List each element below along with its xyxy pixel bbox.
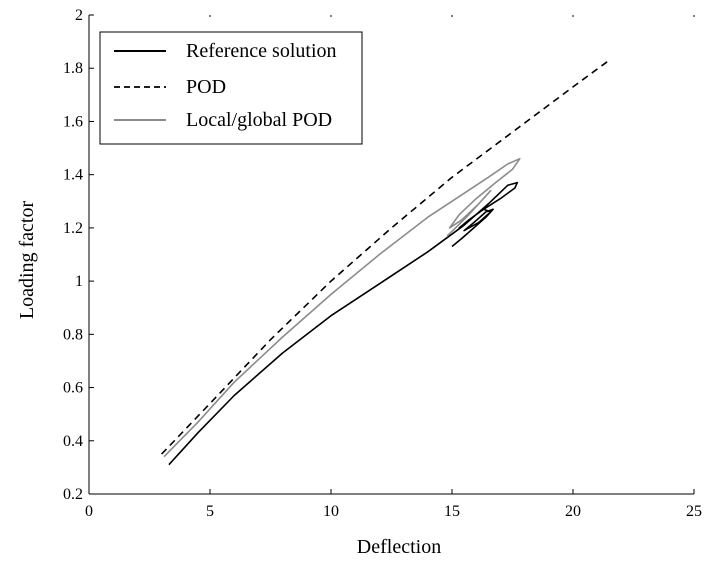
x-tick-label: 5 <box>206 503 214 520</box>
series-line-reference-solution <box>168 181 519 466</box>
series-line-pod <box>161 59 610 455</box>
x-tick-label: 20 <box>565 503 581 520</box>
legend-label-local-global-pod: Local/global POD <box>186 109 332 131</box>
y-tick-label: 0.4 <box>63 433 83 450</box>
y-axis-title: Loading factor <box>16 201 38 320</box>
y-tick-label: 1.8 <box>63 60 83 77</box>
y-tick-label: 1.2 <box>63 220 83 237</box>
ticks: 0 5 10 15 20 25 0.2 0.4 0.6 0.8 1 1.2 1.4 1.6 1.8 2 <box>63 7 702 520</box>
y-tick-label: 1.6 <box>63 113 83 130</box>
axes <box>88 15 694 495</box>
y-tick-label: 0.6 <box>63 380 83 397</box>
legend-label-pod: POD <box>186 76 226 98</box>
y-tick-label: 0.8 <box>63 326 83 343</box>
y-tick-label: 2 <box>75 7 83 24</box>
x-tick-label: 25 <box>686 503 702 520</box>
x-tick-label: 10 <box>323 503 339 520</box>
x-tick-label: 0 <box>85 503 93 520</box>
series-layer <box>161 59 610 466</box>
y-tick-label: 0.2 <box>63 486 83 503</box>
y-tick-label: 1.4 <box>63 167 83 184</box>
y-tick-label: 1 <box>75 273 83 290</box>
legend-label-reference-solution: Reference solution <box>186 40 337 62</box>
x-tick-label: 15 <box>444 503 460 520</box>
legend: Reference solution POD Local/global POD <box>99 31 363 145</box>
series-line-local-global-pod <box>163 157 521 458</box>
x-axis-title: Deflection <box>357 536 441 558</box>
